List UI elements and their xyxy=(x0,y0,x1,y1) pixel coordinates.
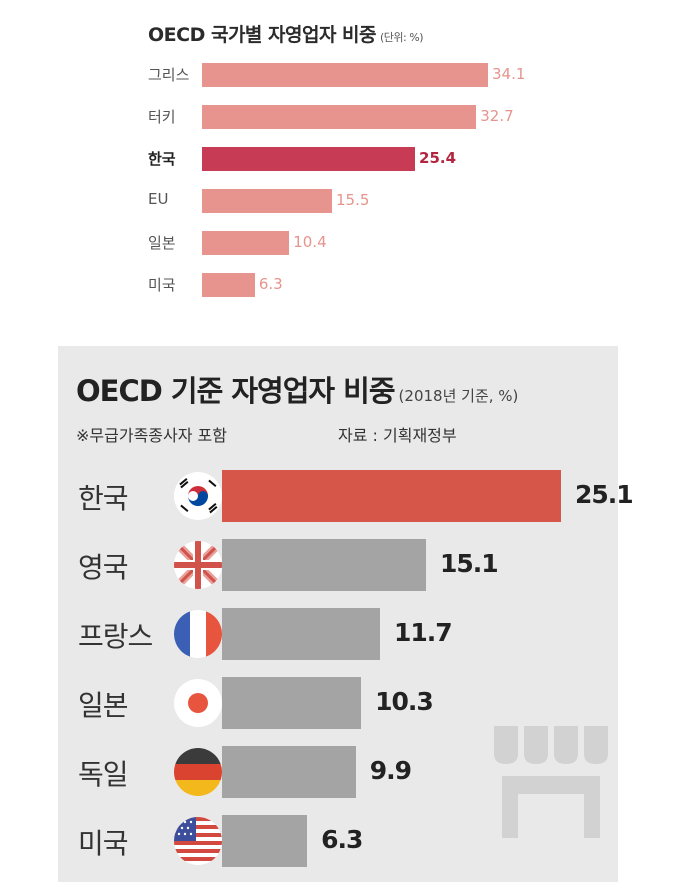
chart1-category-label: 일본 xyxy=(148,234,176,252)
chart2-bar xyxy=(222,746,356,798)
chart1-category-label: 미국 xyxy=(148,276,176,294)
chart1-value-label: 10.4 xyxy=(293,233,327,251)
chart1-bar xyxy=(202,63,488,87)
germany-flag-icon xyxy=(174,748,222,796)
chart1-value-label: 32.7 xyxy=(480,107,514,125)
chart2-category-label: 한국 xyxy=(78,482,129,515)
chart2-category-label: 미국 xyxy=(78,827,129,860)
france-flag-icon xyxy=(174,610,222,658)
chart2-bar xyxy=(222,677,362,729)
chart2-category-label: 영국 xyxy=(78,551,129,584)
japan-flag-icon xyxy=(174,679,222,727)
chart1-category-label: 한국 xyxy=(148,150,176,168)
chart1-bar xyxy=(202,231,290,255)
chart1-bar xyxy=(202,273,255,297)
chart1-category-label: EU xyxy=(148,190,169,208)
chart2-value-label: 11.7 xyxy=(394,618,453,647)
chart1-title: OECD 국가별 자영업자 비중 (단위: %) xyxy=(148,24,423,46)
chart2-bar xyxy=(222,539,426,591)
chart1-category-label: 터키 xyxy=(148,108,176,126)
chart1-value-label: 15.5 xyxy=(336,191,370,209)
uk-flag-icon xyxy=(174,541,222,589)
chart2-title: OECD 기준 자영업자 비중 (2018년 기준, %) xyxy=(76,374,519,408)
usa-flag-icon xyxy=(174,817,222,865)
chart1-bar xyxy=(202,105,477,129)
korea-flag-icon xyxy=(174,472,222,520)
chart2-bar xyxy=(222,470,561,522)
chart1-bar xyxy=(202,189,332,213)
chart2-value-label: 25.1 xyxy=(575,480,634,509)
chart1-bar xyxy=(202,147,416,171)
chart2-value-label: 9.9 xyxy=(369,756,412,785)
chart2-category-label: 프랑스 xyxy=(78,620,153,653)
chart2-category-label: 일본 xyxy=(78,689,129,722)
chart2-value-label: 6.3 xyxy=(321,825,363,854)
chart2-bar xyxy=(222,815,308,867)
chart2-note: ※무급가족종사자 포함 xyxy=(76,426,227,445)
chart2-category-label: 독일 xyxy=(78,758,129,791)
storefront-icon xyxy=(494,726,608,838)
chart-oecd-2018-panel: OECD 기준 자영업자 비중 (2018년 기준, %) ※무급가족종사자 포함… xyxy=(58,346,634,882)
chart-oecd-by-country: OECD 국가별 자영업자 비중 (단위: %) 그리스 34.1 터키 32.7 한국 2… xyxy=(0,0,680,330)
chart2-bar xyxy=(222,608,381,660)
chart1-value-label: 6.3 xyxy=(258,275,283,293)
chart2-value-label: 15.1 xyxy=(439,549,499,578)
chart1-value-label: 25.4 xyxy=(419,149,457,167)
chart2-value-label: 10.3 xyxy=(375,687,434,716)
chart2-source: 자료 : 기획재정부 xyxy=(338,426,457,445)
chart1-value-label: 34.1 xyxy=(492,65,526,83)
chart1-category-label: 그리스 xyxy=(148,66,190,84)
